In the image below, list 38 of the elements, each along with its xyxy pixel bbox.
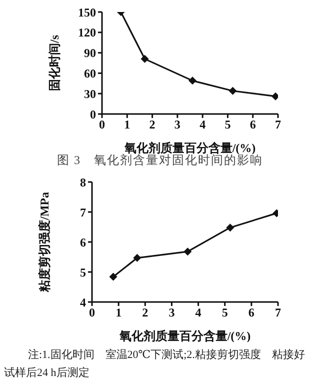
point [188,76,197,85]
point [140,54,149,63]
text: 图 3 氧化剂含量对固化时间的影响 [56,153,264,169]
x-tick-label: 2 [142,306,148,320]
x-tick-label: 7 [275,118,281,132]
y-tick-label: 4 [80,295,86,310]
y-tick-label: 5 [80,265,86,280]
y-tick-label: 7 [80,205,86,220]
x-tick-label: 4 [195,306,202,320]
y-tick-label: 6 [80,235,86,250]
point [184,248,192,256]
y-axis-title: 固化时间/s [47,34,62,92]
point [109,272,118,281]
x-tick-label: 3 [174,118,180,132]
x-tick-label: 3 [168,306,175,320]
x-tick-label: 0 [99,118,105,132]
x-tick-label: 5 [222,306,228,320]
y-tick-label: 8 [80,175,86,190]
y-tick-label: 0 [90,107,96,122]
x-tick-label: 1 [116,306,122,320]
x-tick-label: 1 [124,118,130,132]
x-tick-label: 6 [250,118,256,132]
point [226,224,234,232]
text: 注:1.固化时间 室温20℃下测试;2.粘接剪切强度 粘接好试样后24 h后测定 [4,348,306,381]
point [133,254,142,262]
y-tick-label: 150 [78,5,96,20]
x-tick-label: 2 [149,118,156,132]
x-tick-label: 7 [275,306,281,320]
point [271,92,278,100]
y-tick-label: 120 [78,26,96,40]
x-tick-label: 6 [248,306,254,320]
point [228,86,237,95]
y-tick-label: 60 [84,66,96,80]
y-tick-label: 90 [84,46,96,60]
x-tick-label: 4 [200,118,206,132]
y-tick-label: 30 [84,86,96,101]
x-tick-label: 5 [224,118,231,132]
y-axis-title: 粘度剪切强度/MPa [37,192,52,293]
